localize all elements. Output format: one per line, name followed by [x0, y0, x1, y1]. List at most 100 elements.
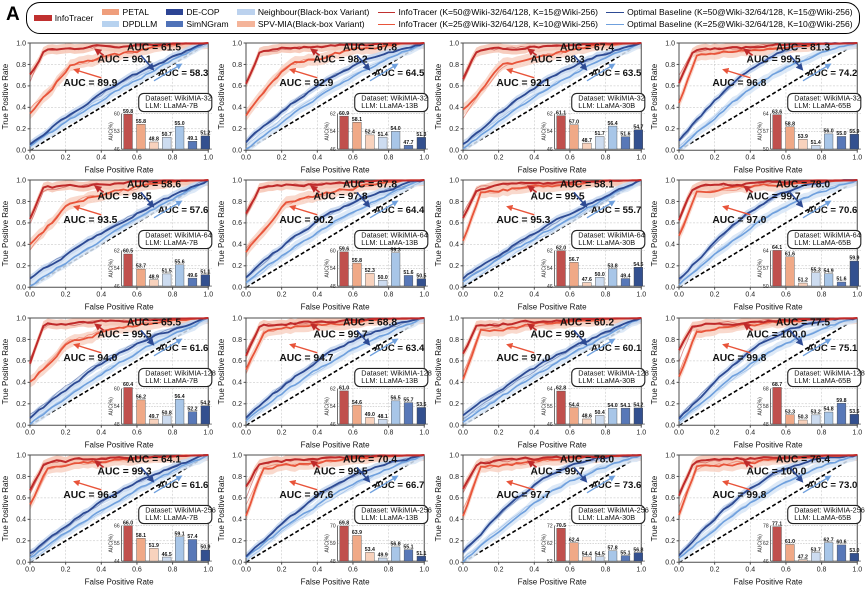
svg-text:True Positive Rate: True Positive Rate: [1, 475, 10, 541]
svg-text:59.6: 59.6: [339, 247, 349, 253]
svg-text:60: 60: [114, 111, 120, 117]
svg-text:0.0: 0.0: [458, 292, 468, 299]
svg-text:AUC(%): AUC(%): [325, 259, 331, 278]
svg-text:0.2: 0.2: [277, 292, 287, 299]
svg-text:50.3: 50.3: [798, 414, 808, 420]
svg-text:48.8: 48.8: [149, 137, 159, 143]
svg-text:0.0: 0.0: [449, 422, 459, 429]
svg-text:0.8: 0.8: [233, 62, 243, 69]
svg-text:0.0: 0.0: [449, 148, 459, 155]
svg-text:0.6: 0.6: [449, 358, 459, 365]
svg-text:0.6: 0.6: [665, 220, 675, 227]
svg-text:False Positive Rate: False Positive Rate: [301, 165, 370, 174]
svg-text:0.4: 0.4: [96, 292, 106, 299]
svg-text:0.2: 0.2: [277, 154, 287, 161]
svg-text:AUC = 78.0: AUC = 78.0: [559, 454, 613, 465]
svg-text:0.6: 0.6: [665, 495, 675, 502]
svg-text:AUC = 77.5: AUC = 77.5: [776, 317, 830, 328]
svg-text:1.0: 1.0: [233, 315, 243, 322]
svg-text:0.0: 0.0: [665, 559, 675, 566]
svg-text:0.4: 0.4: [16, 105, 26, 112]
svg-text:0.4: 0.4: [665, 516, 675, 523]
svg-text:1.0: 1.0: [449, 315, 459, 322]
svg-text:AUC = 92.1: AUC = 92.1: [496, 78, 550, 89]
svg-text:0.2: 0.2: [16, 126, 26, 133]
svg-text:1.0: 1.0: [852, 429, 862, 436]
svg-text:46: 46: [547, 147, 553, 153]
svg-text:0.6: 0.6: [132, 154, 142, 161]
svg-text:55: 55: [547, 404, 553, 410]
svg-text:53.3: 53.3: [785, 409, 795, 415]
svg-text:0.4: 0.4: [96, 566, 106, 573]
svg-text:AUC = 93.5: AUC = 93.5: [63, 215, 117, 226]
svg-text:51.2: 51.2: [798, 278, 808, 284]
svg-text:56.4: 56.4: [175, 394, 185, 400]
svg-text:AUC = 89.9: AUC = 89.9: [63, 78, 117, 89]
svg-text:51.6: 51.6: [404, 270, 414, 276]
svg-text:0.6: 0.6: [16, 358, 26, 365]
svg-text:0.6: 0.6: [16, 220, 26, 227]
svg-text:0.2: 0.2: [233, 263, 243, 270]
svg-text:0.4: 0.4: [745, 154, 755, 161]
svg-text:AUC = 64.1: AUC = 64.1: [127, 454, 181, 465]
svg-text:AUC(%): AUC(%): [757, 259, 763, 278]
svg-text:50.5: 50.5: [417, 274, 427, 280]
svg-text:0.8: 0.8: [168, 566, 178, 573]
svg-text:51.1: 51.1: [417, 551, 427, 557]
svg-text:1.0: 1.0: [233, 452, 243, 459]
svg-text:LLM: LLaMA-13B: LLM: LLaMA-13B: [362, 238, 419, 247]
svg-text:1.0: 1.0: [665, 315, 675, 322]
svg-text:56.7: 56.7: [568, 257, 578, 263]
svg-text:True Positive Rate: True Positive Rate: [1, 338, 10, 404]
svg-text:50.0: 50.0: [594, 272, 604, 278]
svg-text:0.4: 0.4: [665, 379, 675, 386]
svg-text:55.1: 55.1: [620, 550, 630, 556]
svg-text:0.2: 0.2: [710, 429, 720, 436]
svg-text:AUC = 96.3: AUC = 96.3: [63, 490, 117, 501]
svg-text:0.6: 0.6: [132, 292, 142, 299]
svg-text:False Positive Rate: False Positive Rate: [733, 303, 802, 312]
svg-text:0.8: 0.8: [665, 474, 675, 481]
svg-text:0.6: 0.6: [565, 429, 575, 436]
svg-text:0.0: 0.0: [458, 566, 468, 573]
svg-text:57.8: 57.8: [607, 545, 617, 551]
svg-text:True Positive Rate: True Positive Rate: [650, 338, 659, 404]
svg-text:48.9: 48.9: [149, 275, 159, 281]
svg-text:1.0: 1.0: [16, 315, 26, 322]
svg-text:47.2: 47.2: [798, 554, 808, 560]
svg-text:59.3: 59.3: [391, 248, 401, 254]
svg-text:True Positive Rate: True Positive Rate: [434, 338, 443, 404]
svg-text:True Positive Rate: True Positive Rate: [650, 201, 659, 267]
svg-text:0.6: 0.6: [665, 358, 675, 365]
svg-text:LLM: LLaMA-65B: LLM: LLaMA-65B: [794, 238, 851, 247]
svg-text:62: 62: [330, 386, 336, 392]
svg-text:0.6: 0.6: [565, 154, 575, 161]
svg-text:False Positive Rate: False Positive Rate: [85, 440, 154, 449]
svg-text:1.0: 1.0: [665, 452, 675, 459]
svg-text:AUC(%): AUC(%): [109, 259, 115, 278]
svg-text:0.2: 0.2: [277, 566, 287, 573]
svg-text:0.0: 0.0: [665, 148, 675, 155]
svg-text:AUC = 92.9: AUC = 92.9: [280, 78, 334, 89]
svg-text:49.4: 49.4: [620, 274, 630, 280]
svg-text:0.0: 0.0: [449, 559, 459, 566]
svg-text:54.1: 54.1: [620, 402, 630, 408]
svg-text:62: 62: [547, 249, 553, 255]
svg-text:0.8: 0.8: [233, 336, 243, 343]
svg-text:0.4: 0.4: [16, 242, 26, 249]
svg-text:55.8: 55.8: [352, 258, 362, 264]
svg-text:AUC = 67.4: AUC = 67.4: [559, 42, 613, 53]
svg-text:50.4: 50.4: [594, 410, 604, 416]
svg-text:0.4: 0.4: [449, 379, 459, 386]
svg-text:0.6: 0.6: [565, 566, 575, 573]
svg-text:0.4: 0.4: [16, 379, 26, 386]
svg-text:False Positive Rate: False Positive Rate: [301, 577, 370, 586]
svg-text:53: 53: [114, 129, 120, 135]
svg-text:1.0: 1.0: [852, 154, 862, 161]
svg-text:0.2: 0.2: [61, 429, 71, 436]
svg-text:0.0: 0.0: [449, 285, 459, 292]
svg-text:0.8: 0.8: [233, 199, 243, 206]
svg-text:64: 64: [763, 111, 769, 117]
svg-text:0.8: 0.8: [816, 429, 826, 436]
svg-text:0.2: 0.2: [233, 401, 243, 408]
